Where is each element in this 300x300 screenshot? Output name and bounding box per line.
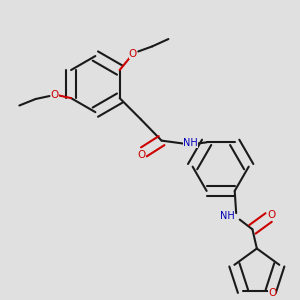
Text: NH: NH [220,211,235,221]
Text: O: O [51,90,59,100]
Text: O: O [267,210,275,220]
Text: O: O [129,49,137,59]
Text: O: O [137,150,146,160]
Text: NH: NH [184,138,198,148]
Text: O: O [268,288,276,298]
